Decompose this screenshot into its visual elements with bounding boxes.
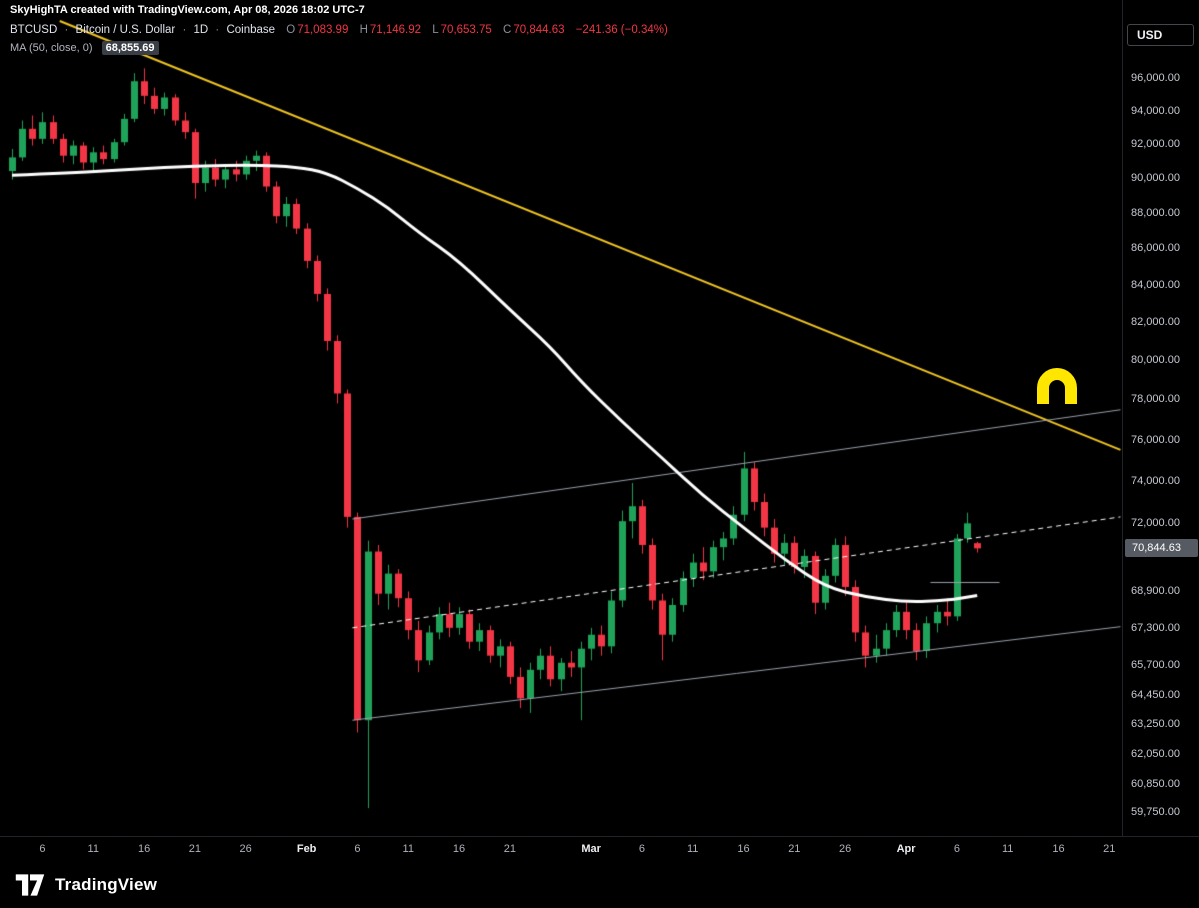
price-axis-label: 88,000.00 (1131, 206, 1180, 219)
low-label: L (432, 24, 439, 36)
open-label: O (286, 24, 296, 36)
time-axis-label: 11 (87, 843, 99, 855)
time-axis-label: 21 (1103, 843, 1116, 855)
time-axis-label: Feb (296, 843, 317, 855)
separator: · (215, 24, 220, 36)
price-axis-label: 92,000.00 (1131, 137, 1180, 150)
price-axis-label: 68,900.00 (1131, 585, 1180, 598)
tradingview-logo[interactable]: TradingView (14, 872, 157, 898)
time-axis-label: 26 (239, 843, 252, 855)
time-axis-label: 6 (39, 843, 46, 855)
magnet-icon[interactable] (1033, 364, 1081, 408)
price-axis-label: 78,000.00 (1131, 393, 1180, 406)
time-axis-label: 6 (638, 843, 645, 855)
time-axis-label: 11 (402, 843, 414, 855)
price-axis-label: 60,850.00 (1131, 777, 1180, 790)
currency-usd-button[interactable]: USD (1127, 24, 1194, 46)
ma-value: 68,855.69 (101, 41, 159, 55)
price-axis-label: 84,000.00 (1131, 278, 1180, 291)
close-label: C (503, 24, 512, 36)
chart-canvas[interactable] (0, 0, 1122, 836)
time-axis-label: 6 (354, 843, 361, 855)
tradingview-wordmark: TradingView (55, 875, 158, 894)
high-label: H (359, 24, 368, 36)
open-value: 71,083.99 (297, 24, 349, 36)
price-axis-label: 67,300.00 (1131, 621, 1180, 634)
time-axis-label: 21 (503, 843, 516, 855)
price-axis-label: 65,700.00 (1131, 659, 1180, 672)
interval-label: 1D (193, 24, 209, 36)
time-axis-label: 21 (788, 843, 801, 855)
price-axis-label: 64,450.00 (1131, 688, 1180, 701)
separator: · (64, 24, 69, 36)
separator: · (182, 24, 187, 36)
price-axis-label: 90,000.00 (1131, 171, 1180, 184)
footer: TradingView (0, 862, 1199, 908)
time-axis-label: 16 (1052, 843, 1065, 855)
time-axis-label: Apr (896, 843, 916, 855)
time-axis-label: 16 (737, 843, 750, 855)
tradingview-logo-icon (15, 874, 45, 896)
price-axis-label: 82,000.00 (1131, 316, 1180, 328)
time-axis-label: Mar (581, 843, 601, 855)
time-axis-label: 6 (953, 843, 960, 855)
high-value: 71,146.92 (369, 24, 422, 36)
price-axis-label: 86,000.00 (1131, 242, 1180, 255)
price-axis-label: 74,000.00 (1131, 474, 1180, 487)
price-axis-label: 80,000.00 (1131, 354, 1180, 367)
time-axis-label: 11 (687, 843, 699, 855)
change-value: −241.36 (−0.34%) (575, 24, 668, 36)
price-axis-label: 72,000.00 (1131, 517, 1180, 530)
time-axis-label: 26 (838, 843, 852, 855)
ma-label[interactable]: MA (50, close, 0) (10, 42, 93, 54)
last-price-label: 70,844.63 (1125, 539, 1198, 558)
symbol-legend[interactable]: BTCUSD · Bitcoin / U.S. Dollar · 1D · Co… (10, 24, 668, 36)
price-axis-label: 76,000.00 (1131, 433, 1180, 446)
low-value: 70,653.75 (440, 24, 492, 36)
symbol-name[interactable]: BTCUSD (10, 24, 58, 36)
price-axis[interactable]: 96,000.00 94,000.00 92,000.00 90,000.00 88,0… (1122, 0, 1199, 836)
exchange-label: Coinbase (226, 24, 276, 36)
price-axis-label: 96,000.00 (1131, 72, 1180, 84)
price-axis-label: 59,750.00 (1131, 806, 1180, 819)
ma-legend[interactable]: MA (50, close, 0) 68,855.69 (10, 41, 159, 55)
watermark-text: SkyHighTA created with TradingView.com, … (10, 4, 365, 16)
time-axis-label: 11 (1001, 843, 1014, 855)
time-axis-label: 16 (452, 843, 466, 855)
price-axis-label: 62,050.00 (1131, 747, 1180, 760)
time-axis-label: 21 (188, 843, 201, 855)
price-axis-label: 63,250.00 (1131, 717, 1180, 730)
symbol-description: Bitcoin / U.S. Dollar (75, 24, 176, 36)
time-axis[interactable]: 6 11 16 21 26 Feb 6 11 16 21 Mar 6 11 16 21 26 Apr 6 11 16 2… (0, 836, 1199, 862)
time-axis-label: 16 (137, 843, 151, 855)
price-axis-label: 94,000.00 (1131, 104, 1180, 117)
close-value: 70,844.63 (513, 24, 565, 36)
